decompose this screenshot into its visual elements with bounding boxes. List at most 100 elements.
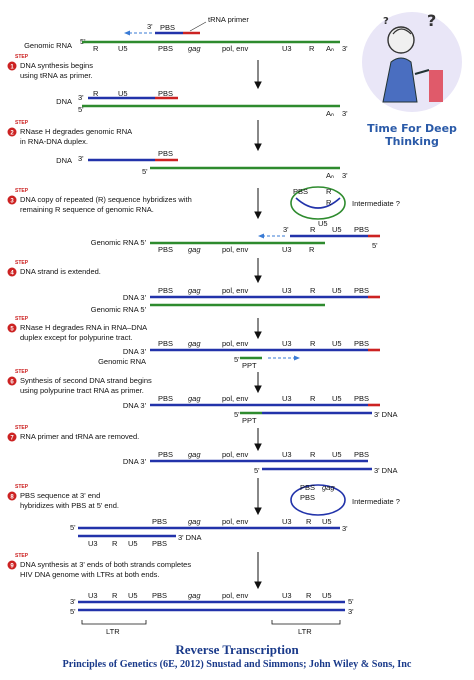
- seg-an: Aₙ: [326, 171, 334, 180]
- step-word: STEP: [15, 484, 29, 490]
- genomic-rna-label: Genomic RNA 5': [91, 238, 147, 247]
- seg-pbs: PBS: [158, 394, 173, 403]
- row-1: DNA 3' 5' R U5 PBS Aₙ 3': [56, 89, 348, 118]
- seg-pol-env: pol, env: [222, 517, 249, 526]
- step-badge: [7, 61, 17, 71]
- step-word: STEP: [15, 54, 29, 60]
- arrow-down-icon: [254, 211, 262, 220]
- seg-pbs: PBS: [152, 591, 167, 600]
- seg-u5: U5: [322, 517, 332, 526]
- progression-arrows: [254, 60, 262, 590]
- ltr-bracket: [81, 620, 147, 625]
- pbs-label: PBS: [160, 23, 175, 32]
- seg-u3: U3: [88, 591, 98, 600]
- seg-r: R: [310, 394, 316, 403]
- genomic-rna-label: Genomic RNA: [24, 41, 72, 50]
- end-3: 3': [78, 93, 84, 102]
- seg-r: R: [309, 245, 315, 254]
- step-9: STEP 9 DNA synthesis at 3' ends of both …: [7, 553, 191, 579]
- seg-pbs: PBS: [354, 450, 369, 459]
- seg-gag: gag: [188, 339, 201, 348]
- seg-r: R: [306, 591, 312, 600]
- seg-pol-env: pol, env: [222, 450, 249, 459]
- genomic-rna-label: Genomic RNA: [98, 357, 146, 366]
- step-badge: [7, 376, 17, 386]
- footer-title: Reverse Transcription: [175, 642, 299, 657]
- seg-u3: U3: [282, 245, 292, 254]
- svg-text:?: ?: [383, 16, 389, 27]
- arrow-down-icon: [254, 81, 262, 90]
- end-5: 5': [372, 241, 378, 250]
- seg-r: R: [326, 187, 332, 196]
- step-line: using polypurine tract RNA as primer.: [20, 386, 144, 395]
- end-5: 5': [70, 523, 76, 532]
- seg-pbs: PBS: [158, 44, 173, 53]
- arrow-down-icon: [254, 331, 262, 340]
- step-number: 3: [10, 199, 14, 205]
- arrow-down-icon: [254, 581, 262, 590]
- arrow-down-icon: [254, 143, 262, 152]
- seg-u3: U3: [282, 394, 292, 403]
- seg-pbs: PBS: [300, 483, 315, 492]
- dna-3-label: 3' DNA: [178, 533, 202, 542]
- step-line: in RNA-DNA duplex.: [20, 137, 88, 146]
- end-5: 5': [234, 355, 240, 364]
- row-3: Genomic RNA 5' 3' R U5 PBS 5' PBS gag po…: [91, 225, 380, 254]
- reverse-transcription-diagram: Genomic RNA 5' 3' PBS tRNA primer R U5 P…: [7, 15, 400, 636]
- seg-pbs: PBS: [158, 149, 173, 158]
- seg-r: R: [306, 517, 312, 526]
- step-4: STEP 4 DNA strand is extended.: [7, 260, 101, 277]
- seg-pbs: PBS: [158, 286, 173, 295]
- seg-pbs: PBS: [152, 539, 167, 548]
- seg-u3: U3: [282, 339, 292, 348]
- step-word: STEP: [15, 553, 29, 559]
- step-3: STEP 3 DNA copy of repeated (R) sequence…: [7, 186, 400, 228]
- dna-arc: [295, 197, 341, 209]
- seg-gag: gag: [188, 394, 201, 403]
- seg-pol-env: pol, env: [222, 245, 249, 254]
- seg-pbs: PBS: [354, 225, 369, 234]
- end-3b: 3': [342, 109, 348, 118]
- seg-pol-env: pol, env: [222, 591, 249, 600]
- dna-label: DNA: [56, 97, 72, 106]
- dna-label: DNA 3': [123, 347, 147, 356]
- dna-3-label: 3' DNA: [374, 466, 398, 475]
- step-line: DNA strand is extended.: [20, 267, 101, 276]
- seg-r: R: [112, 539, 118, 548]
- step-line: RNase H degrades genomic RNA: [20, 127, 132, 136]
- seg-u5: U5: [118, 89, 128, 98]
- seg-pbs: PBS: [158, 245, 173, 254]
- seg-u5: U5: [332, 286, 342, 295]
- seg-u3: U3: [88, 539, 98, 548]
- end-3: 3': [283, 225, 289, 234]
- arrow-head-left-icon: [124, 30, 130, 36]
- footer: Reverse Transcription Principles of Gene…: [0, 640, 474, 680]
- brand-line: Thinking: [385, 135, 439, 148]
- seg-gag: gag: [188, 450, 201, 459]
- row-4: DNA 3' Genomic RNA 5' PBS gag pol, env U…: [91, 286, 380, 314]
- step-badge: [7, 432, 17, 442]
- row-2: DNA 3' 5' PBS Aₙ 3': [56, 149, 348, 180]
- step-number: 4: [10, 271, 14, 277]
- brand-line: Time For Deep: [367, 122, 457, 135]
- step-1: STEP 1 DNA synthesis begins using tRNA a…: [7, 54, 93, 80]
- seg-gag: gag: [188, 517, 201, 526]
- arrow-head-left-icon: [258, 233, 264, 239]
- seg-u3: U3: [282, 450, 292, 459]
- row-6: DNA 3' PPT 5' 3' DNA PBS gag pol, env U3…: [123, 394, 398, 425]
- intermediate-label: Intermediate ?: [352, 199, 400, 208]
- step-badge: [7, 127, 17, 137]
- step-line: duplex except for polypurine tract.: [20, 333, 133, 342]
- seg-u5: U5: [322, 591, 332, 600]
- seg-u5: U5: [128, 539, 138, 548]
- dna-label: DNA 3': [123, 401, 147, 410]
- step-badge: [7, 267, 17, 277]
- step-number: 9: [10, 564, 14, 570]
- end-5b: 5': [348, 597, 354, 606]
- seg-pbs: PBS: [354, 394, 369, 403]
- seg-pbs: PBS: [158, 450, 173, 459]
- step-badge: [7, 195, 17, 205]
- step-5: STEP 5 RNase H degrades RNA in RNA–DNA d…: [7, 316, 147, 342]
- seg-u5: U5: [118, 44, 128, 53]
